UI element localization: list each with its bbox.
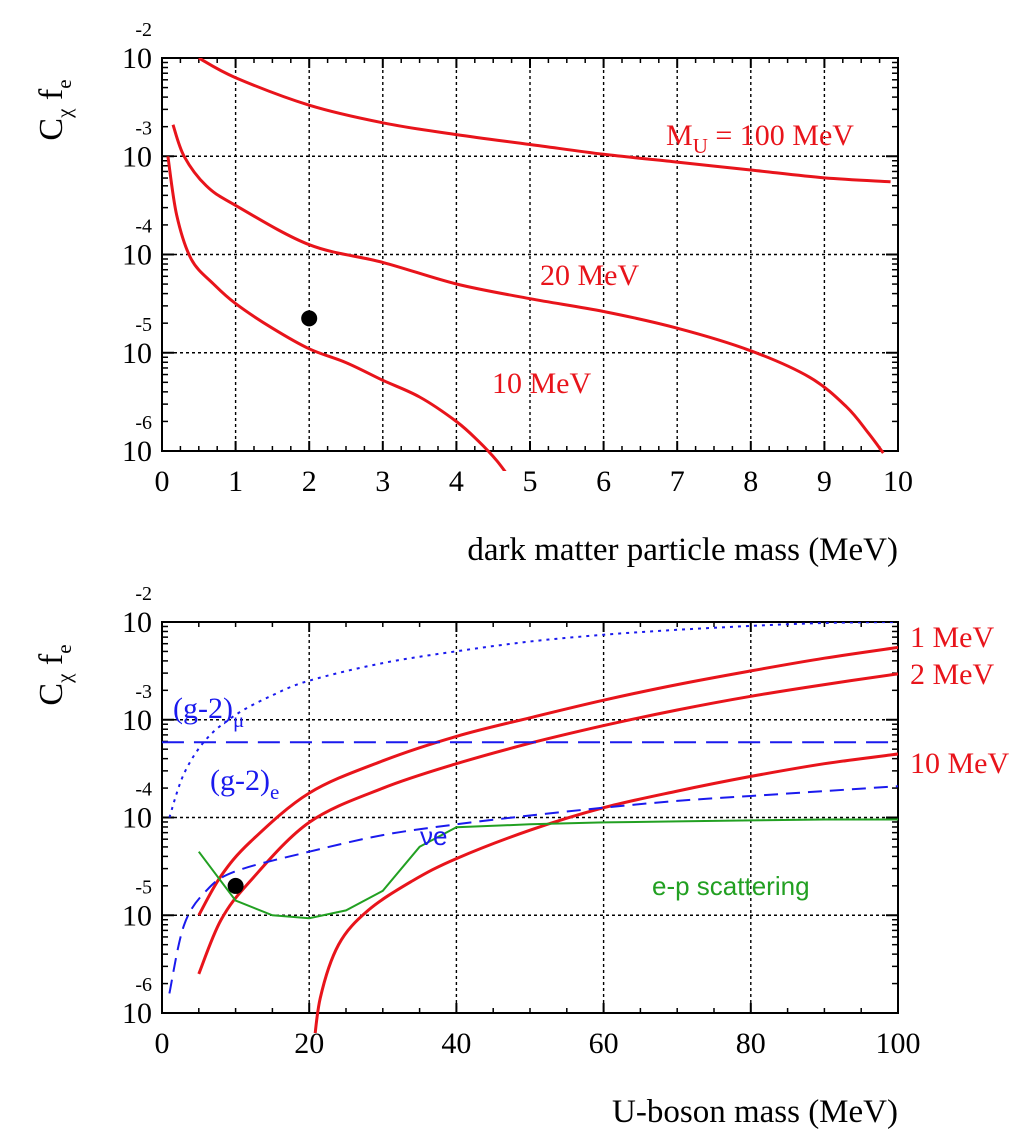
x-tick-label: 60 — [589, 1027, 619, 1060]
svg-text:Cχ fe: Cχ fe — [33, 644, 76, 705]
y-tick-label: 10 — [122, 704, 152, 737]
y-tick-label: 10 — [122, 337, 152, 370]
x-tick-label: 7 — [670, 465, 685, 498]
y-tick-exponent: -2 — [135, 583, 152, 605]
y-tick-label: 10 — [122, 239, 152, 272]
series-line-0 — [198, 58, 891, 184]
y-tick-label: 10 — [122, 997, 152, 1030]
series-label-ep-scattering: e-p scattering — [652, 871, 810, 901]
series-label-10mev: 10 MeV — [492, 367, 591, 400]
highlight-point — [227, 877, 244, 894]
y-tick-exponent: -4 — [135, 216, 152, 238]
x-axis-label: U-boson mass (MeV) — [612, 1094, 898, 1130]
series-line-2 — [166, 156, 507, 471]
x-tick-label: 10 — [883, 465, 913, 498]
series-label-10mev: 10 MeV — [910, 747, 1009, 780]
y-axis-label: Cχ fe — [33, 644, 76, 705]
series-line-6 — [198, 818, 898, 920]
highlight-point — [301, 310, 318, 327]
x-tick-label: 100 — [876, 1027, 921, 1060]
x-tick-label: 5 — [523, 465, 538, 498]
y-tick-exponent: -3 — [135, 681, 152, 703]
tick-marks — [161, 57, 899, 452]
x-tick-label: 3 — [375, 465, 390, 498]
x-tick-label: 40 — [441, 1027, 471, 1060]
y-tick-label: 10 — [122, 42, 152, 75]
series-label-nue: νe — [420, 821, 447, 851]
series-label-1mev: 1 MeV — [910, 621, 994, 654]
y-tick-exponent: -6 — [135, 974, 152, 996]
y-tick-exponent: -3 — [135, 117, 152, 139]
series-group — [162, 622, 898, 1033]
x-tick-label: 2 — [302, 465, 317, 498]
series-label-2mev: 2 MeV — [910, 658, 994, 691]
series-line-1 — [171, 124, 885, 454]
series-label-g2-mu: (g-2)μ — [173, 692, 244, 732]
chart-top: 0 1 2 3 4 5 6 7 8 9 10 10-210-310-410-510-6 dark m… — [33, 19, 913, 568]
tick-marks — [161, 621, 899, 1014]
series-group — [166, 58, 891, 471]
x-tick-label: 0 — [155, 1027, 170, 1060]
x-tick-labels: 0 1 2 3 4 5 6 7 8 9 10 — [155, 465, 914, 498]
series-label-100mev: MU = 100 MeV — [666, 119, 854, 158]
series-line-1 — [197, 672, 898, 975]
series-line-5 — [168, 785, 898, 994]
y-tick-label: 10 — [122, 802, 152, 835]
series-line-0 — [197, 645, 898, 917]
x-tick-label: 8 — [743, 465, 758, 498]
x-tick-label: 6 — [596, 465, 611, 498]
y-tick-exponent: -6 — [135, 412, 152, 434]
grid-lines — [162, 621, 898, 1014]
y-tick-label: 10 — [122, 435, 152, 468]
y-tick-label: 10 — [122, 899, 152, 932]
y-axis-label: Cχ fe — [33, 79, 76, 140]
y-tick-exponent: -5 — [135, 314, 152, 336]
series-line-4 — [168, 622, 898, 818]
y-tick-label: 10 — [122, 606, 152, 639]
chart-bottom: 0 20 40 60 80 100 10-210-310-410-510-6 U-boso… — [33, 583, 1009, 1130]
y-tick-labels: 10-210-310-410-510-6 — [122, 19, 152, 468]
y-tick-labels: 10-210-310-410-510-6 — [122, 583, 152, 1030]
x-tick-label: 4 — [449, 465, 464, 498]
x-tick-label: 9 — [817, 465, 832, 498]
x-tick-label: 1 — [228, 465, 243, 498]
y-tick-exponent: -4 — [135, 779, 152, 801]
x-tick-label: 80 — [736, 1027, 766, 1060]
x-tick-label: 0 — [155, 465, 170, 498]
y-tick-exponent: -2 — [135, 19, 152, 41]
x-axis-label: dark matter particle mass (MeV) — [467, 532, 898, 568]
y-tick-label: 10 — [122, 140, 152, 173]
x-tick-labels: 0 20 40 60 80 100 — [155, 1027, 921, 1060]
x-tick-label: 20 — [294, 1027, 324, 1060]
y-tick-exponent: -5 — [135, 876, 152, 898]
series-line-2 — [313, 752, 898, 1033]
svg-text:Cχ fe: Cχ fe — [33, 79, 76, 140]
series-label-20mev: 20 MeV — [540, 259, 639, 292]
series-label-g2-e: (g-2)e — [210, 764, 279, 804]
